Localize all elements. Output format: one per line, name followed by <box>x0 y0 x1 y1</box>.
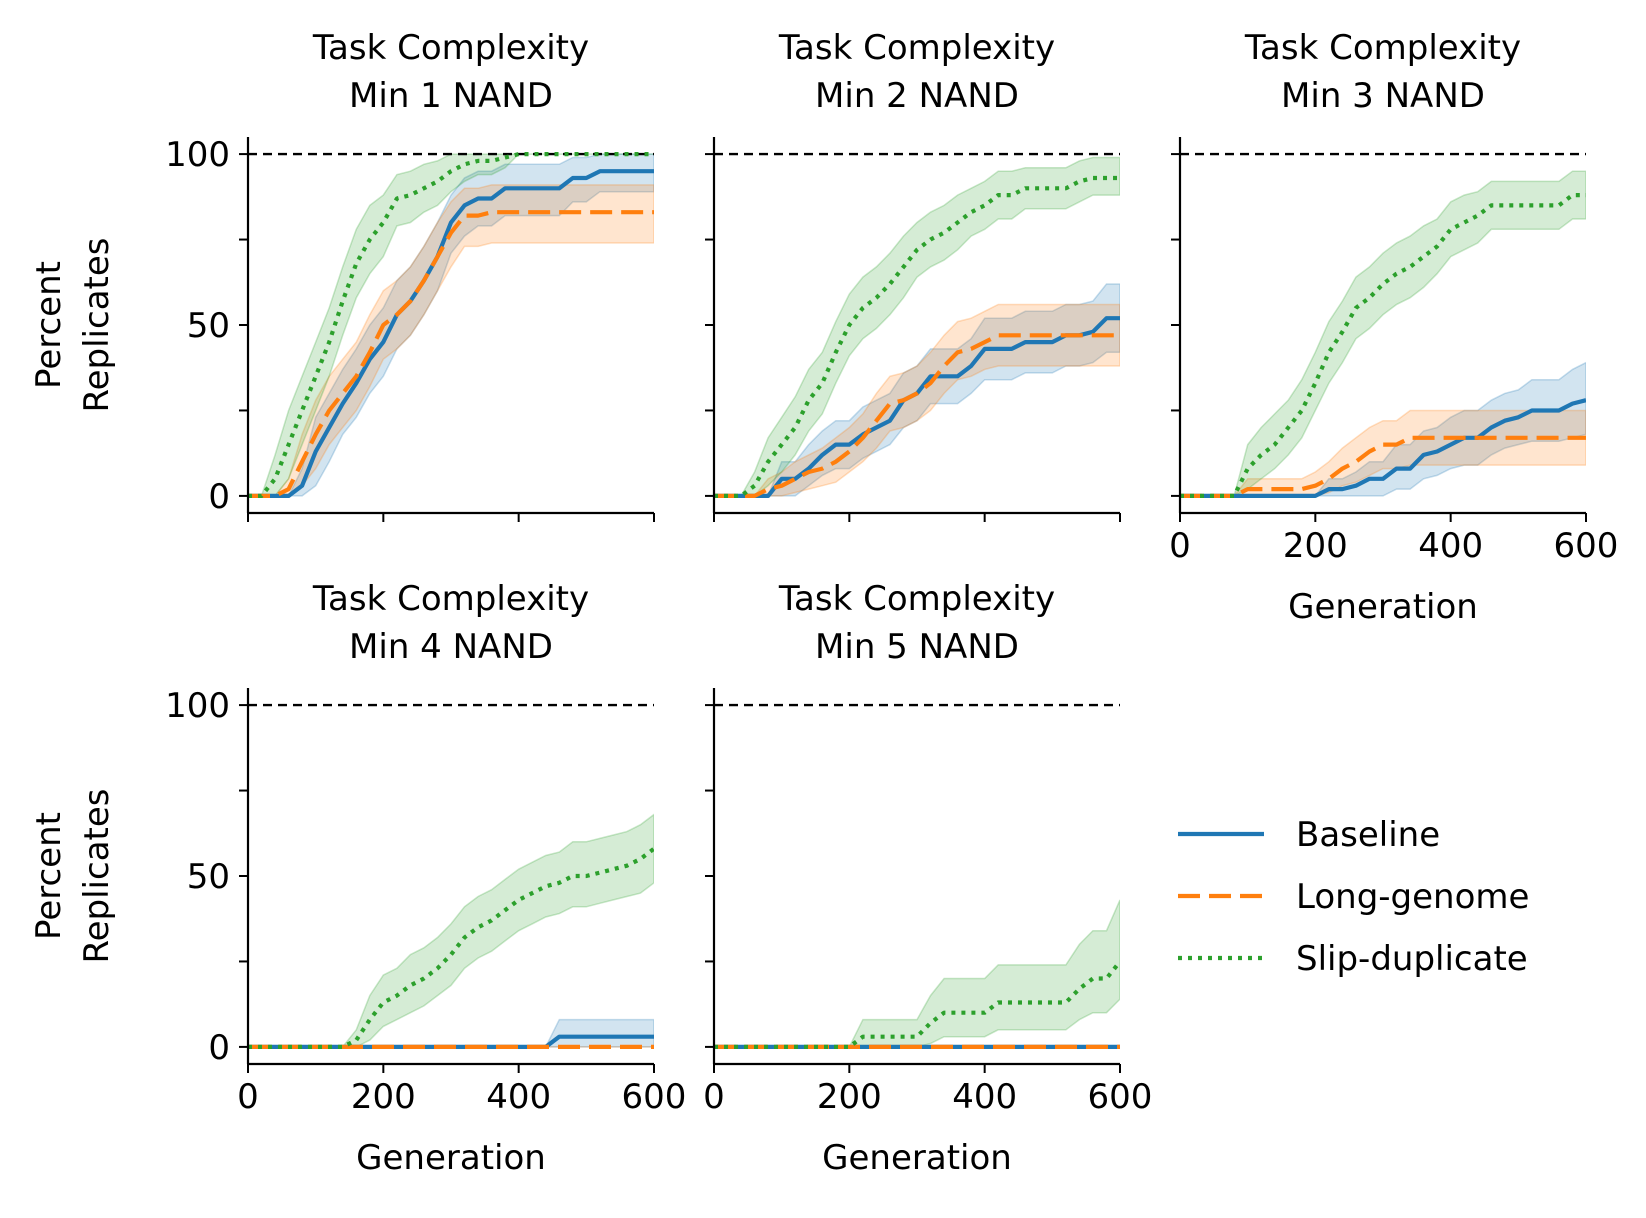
confidence-band-long-genome <box>714 303 1120 497</box>
series-line-slip-duplicate <box>248 152 654 498</box>
x-tick-label: 200 <box>351 1077 416 1117</box>
series-line-baseline <box>248 169 654 498</box>
panel-title: Task Complexity Min 3 NAND <box>1244 28 1521 116</box>
plot-area <box>714 152 1120 498</box>
series-line-long-genome <box>714 333 1120 498</box>
confidence-band-long-genome <box>248 184 654 497</box>
panel-title: Task Complexity Min 2 NAND <box>778 28 1055 116</box>
panel-title-line: Min 5 NAND <box>815 627 1019 667</box>
plot-area <box>714 703 1120 1050</box>
x-axis-label: Generation <box>1288 587 1478 627</box>
legend: Baseline Long-genome Slip-duplicate <box>1178 815 1529 979</box>
y-tick-label: 0 <box>208 1028 230 1068</box>
x-tick-label: 200 <box>817 1077 882 1117</box>
panel-title-line: Task Complexity <box>1244 28 1521 68</box>
y-axis-label-line: Replicates <box>77 238 117 413</box>
confidence-band-slip-duplicate <box>714 899 1120 1048</box>
y-tick-label: 50 <box>187 306 230 346</box>
series-line-slip-duplicate <box>714 175 1120 498</box>
y-axis-label: Percent Replicates <box>29 238 117 413</box>
y-tick-label: 100 <box>165 686 230 726</box>
x-tick-label: 400 <box>486 1077 551 1117</box>
y-axis-label-line: Replicates <box>77 789 117 964</box>
panel-2: Task Complexity Min 2 NAND <box>705 28 1121 522</box>
legend-label: Long-genome <box>1296 877 1529 917</box>
confidence-band-baseline <box>248 1018 654 1048</box>
x-tick-label: 400 <box>952 1077 1017 1117</box>
y-axis-label-line: Percent <box>29 812 69 940</box>
x-tick-label: 600 <box>1554 526 1619 566</box>
series-line-long-genome <box>248 210 654 498</box>
x-tick-label: 0 <box>237 1077 259 1117</box>
confidence-band-baseline <box>248 153 654 497</box>
y-axis-label: Percent Replicates <box>29 789 117 964</box>
confidence-band-slip-duplicate <box>714 156 1120 497</box>
plot-area <box>248 152 654 498</box>
panel-title: Task Complexity Min 4 NAND <box>312 579 589 667</box>
x-tick-label: 600 <box>1088 1077 1153 1117</box>
y-axis-label-line: Percent <box>29 261 69 389</box>
panel-3: Task Complexity Min 3 NAND 0 200 400 600 Gener… <box>1169 28 1618 627</box>
panel-title-line: Min 2 NAND <box>815 76 1019 116</box>
panel-title-line: Min 3 NAND <box>1281 76 1485 116</box>
panel-title: Task Complexity Min 1 NAND <box>312 28 589 116</box>
panel-title-line: Min 4 NAND <box>349 627 553 667</box>
y-tick-label: 0 <box>208 477 230 517</box>
panel-title-line: Task Complexity <box>778 28 1055 68</box>
series-line-baseline <box>1180 398 1586 498</box>
series-line-slip-duplicate <box>248 847 654 1050</box>
panel-title-line: Min 1 NAND <box>349 76 553 116</box>
x-tick-label: 0 <box>1169 526 1191 566</box>
x-tick-label: 600 <box>622 1077 687 1117</box>
panel-1: Task Complexity Min 1 NAND 0 50 100 Percent Re… <box>29 28 655 522</box>
panel-5: Task Complexity Min 5 NAND 0 200 400 600 Gener… <box>703 579 1152 1178</box>
x-axis-label: Generation <box>356 1138 546 1178</box>
x-tick-label: 200 <box>1283 526 1348 566</box>
panel-title-line: Task Complexity <box>312 28 589 68</box>
legend-item-baseline: Baseline <box>1178 815 1440 855</box>
plot-area <box>248 703 654 1050</box>
legend-item-slip-duplicate: Slip-duplicate <box>1178 939 1528 979</box>
legend-label: Slip-duplicate <box>1296 939 1528 979</box>
y-tick-label: 50 <box>187 857 230 897</box>
confidence-band-slip-duplicate <box>248 153 654 497</box>
confidence-band-slip-duplicate <box>248 813 654 1048</box>
plot-area <box>1180 152 1586 498</box>
legend-item-long-genome: Long-genome <box>1178 877 1529 917</box>
legend-label: Baseline <box>1296 815 1440 855</box>
panel-4: Task Complexity Min 4 NAND 0 200 400 600 0 50 10… <box>29 579 686 1178</box>
y-tick-label: 100 <box>165 135 230 175</box>
panel-title-line: Task Complexity <box>778 579 1055 619</box>
panel-title-line: Task Complexity <box>312 579 589 619</box>
x-axis-label: Generation <box>822 1138 1012 1178</box>
confidence-band-slip-duplicate <box>1180 170 1586 497</box>
panel-title: Task Complexity Min 5 NAND <box>778 579 1055 667</box>
x-tick-label: 400 <box>1418 526 1483 566</box>
x-tick-label: 0 <box>703 1077 725 1117</box>
series-line-long-genome <box>1180 435 1586 498</box>
